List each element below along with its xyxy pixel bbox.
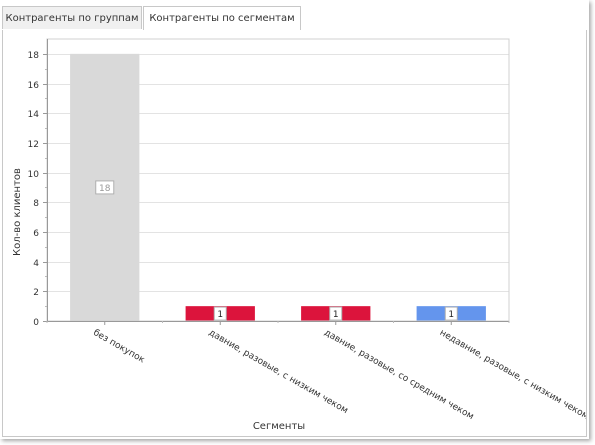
segments-bar-chart: 0 2 4 6 8 10 12 14 16 18 18 без покупок 1 давние, раз… (12, 38, 590, 432)
bars (70, 53, 486, 322)
data-label-box (444, 306, 458, 321)
x-tick-label: без покупок (91, 328, 146, 366)
data-label: 1 (333, 310, 339, 320)
y-tick-label: 2 (33, 288, 39, 298)
y-tick-label: 16 (28, 81, 40, 91)
data-label: 18 (99, 184, 111, 194)
tab-strip: Контрагенты по группам RFM Контрагенты п… (2, 6, 587, 47)
y-tick-label: 0 (33, 318, 39, 328)
tab-rfm-segments[interactable]: Контрагенты по сегментам RFM (143, 6, 301, 47)
data-label: 1 (217, 310, 223, 320)
y-tick-label: 6 (33, 229, 39, 239)
y-tick-label: 12 (28, 140, 39, 150)
axes (43, 38, 510, 325)
tab-rfm-groups[interactable]: Контрагенты по группам RFM (2, 6, 142, 47)
y-tick-label: 18 (28, 51, 40, 61)
y-tick-label: 4 (33, 259, 39, 269)
y-axis-title: Кол-во клиентов (12, 168, 23, 256)
chart-panel: 0 2 4 6 8 10 12 14 16 18 18 без покупок 1 давние, раз… (2, 30, 590, 437)
x-axis-title: Сегменты (253, 421, 305, 432)
y-tick-label: 10 (28, 170, 40, 180)
data-label-box (95, 180, 115, 195)
data-label: 1 (448, 310, 454, 320)
data-label-box (213, 306, 227, 321)
rfm-window: Контрагенты по группам RFM Контрагенты п… (2, 6, 591, 437)
data-label-box (329, 306, 343, 321)
x-tick-label: давние, разовые, с низким чеком (207, 328, 350, 416)
y-tick-label: 8 (33, 199, 39, 209)
y-tick-label: 14 (28, 110, 40, 120)
